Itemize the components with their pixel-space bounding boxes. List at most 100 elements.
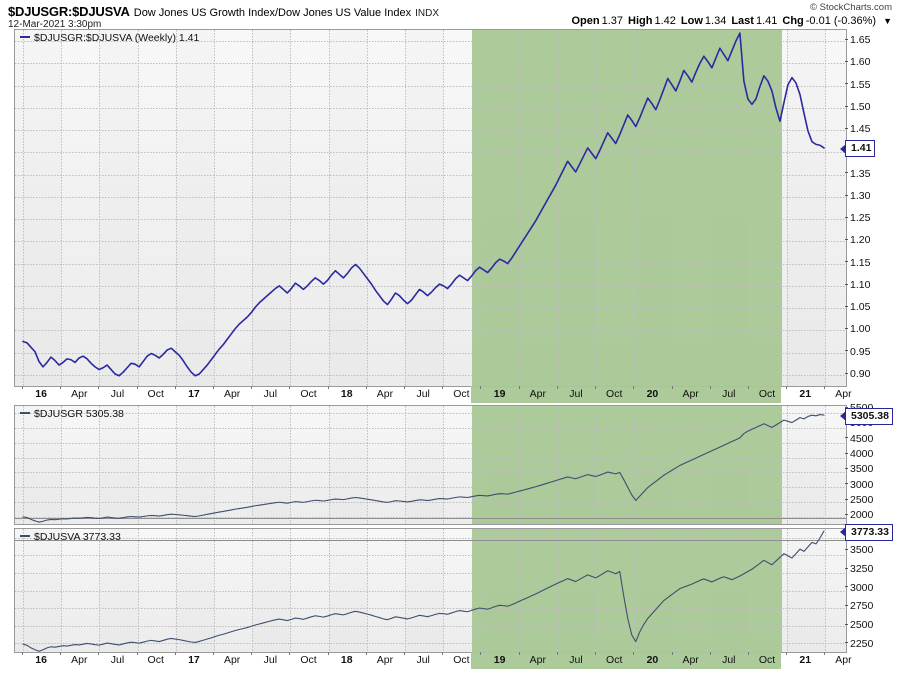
horizontal-gridline [15,130,846,131]
gridlines [15,529,846,652]
y-axis-tick: 1.05 [845,301,870,313]
vertical-gridline [825,406,827,524]
reference-line [15,518,846,519]
vertical-gridline [557,406,559,524]
x-axis-tickmark [747,386,749,389]
horizontal-gridline [15,41,846,42]
x-axis-tickmark [480,386,482,389]
open-value: 1.37 [601,15,624,27]
vertical-gridline [481,406,483,524]
x-axis-tickmark [709,652,711,655]
change-label: Chg [782,15,804,27]
y-axis-tick: 0.90 [845,368,870,380]
price-marker-badge: 3773.33 [840,523,893,541]
vertical-gridline [23,529,24,652]
vertical-gridline [672,30,674,386]
y-axis-tick: 1.60 [845,56,870,68]
down-triangle-icon: ▼ [883,16,892,26]
x-axis-label: Jul [110,654,125,666]
x-axis-label: Apr [71,654,88,666]
x-axis-label: Apr [529,654,546,666]
open-label: Open [571,15,600,27]
price-marker-badge: 5305.38 [840,407,893,425]
y-axis-tick: 2500 [845,619,873,631]
horizontal-gridline [15,626,846,627]
vertical-gridline [825,529,827,652]
x-axis-tickmark [327,652,329,655]
y-axis-tick: 1.20 [845,234,870,246]
vertical-gridline [290,30,292,386]
x-axis-label: Jul [722,388,736,400]
vertical-gridline [328,30,330,386]
vertical-gridline [290,406,292,524]
growth-line-series [15,406,846,524]
horizontal-gridline [15,517,846,518]
timestamp: 12-Mar-2021 3:30pm [8,19,102,30]
y-axis-tick: 1.55 [845,79,870,91]
horizontal-gridline [15,63,846,64]
vertical-gridline [99,30,101,386]
vertical-gridline [405,529,407,652]
value-chart-panel[interactable]: $DJUSVA 3773.33 [14,528,847,653]
x-axis-label: Jul [416,654,430,666]
ratio-plot-area [15,30,846,386]
x-axis-tickmark [404,652,406,655]
vertical-gridline [405,30,407,386]
horizontal-gridline [15,573,846,574]
vertical-gridline [252,30,254,386]
vertical-gridline [99,406,101,524]
x-axis-tickmark [213,652,215,655]
x-axis-tickmark [824,652,826,655]
gridlines [15,30,846,386]
vertical-gridline [519,30,521,386]
highlight-region-axis [471,386,781,403]
x-axis-label: Apr [376,654,394,666]
y-axis-tick: 2500 [845,494,873,506]
ratio-panel-legend: $DJUSGR:$DJUSVA (Weekly) 1.41 [20,32,199,44]
y-axis-tick: 1.25 [845,212,870,224]
y-axis-tick: 2750 [845,600,873,612]
x-axis-label: Jul [416,388,430,400]
y-axis-tick: 3000 [845,582,873,594]
low-label: Low [680,15,703,27]
vertical-gridline [557,529,559,652]
vertical-gridline [61,30,63,386]
vertical-gridline [710,529,712,652]
horizontal-gridline [15,502,846,503]
vertical-gridline [137,30,139,386]
y-axis-tick: 4000 [845,448,873,460]
vertical-gridline [710,30,712,386]
highlight-region-axis [471,652,781,669]
x-axis-label: Oct [300,388,317,400]
vertical-gridline [328,529,330,652]
growth-panel-legend: $DJUSGR 5305.38 [20,408,124,420]
gridlines [15,406,846,524]
vertical-gridline [252,406,254,524]
x-axis-label: 19 [493,388,506,400]
vertical-gridline [366,406,368,524]
x-axis-tickmark [595,386,597,389]
x-axis-label: Oct [758,654,776,666]
vertical-gridline [137,529,139,652]
horizontal-gridline [15,428,846,429]
vertical-gridline [481,529,483,652]
vertical-gridline [634,529,636,652]
ratio-chart-panel[interactable]: $DJUSGR:$DJUSVA (Weekly) 1.41 [14,29,847,387]
vertical-gridline [825,30,827,386]
x-axis-label: Jul [569,654,583,666]
x-axis-label: Oct [147,388,164,400]
x-axis-label: 17 [188,388,200,400]
growth-chart-panel[interactable]: $DJUSGR 5305.38 [14,405,847,525]
vertical-gridline [175,529,177,652]
x-axis-label: Apr [529,388,546,400]
x-axis-tickmark [289,386,291,389]
horizontal-gridline [15,608,846,609]
vertical-gridline [328,406,330,524]
y-axis-tick: 2000 [845,509,873,521]
horizontal-gridline [15,375,846,376]
horizontal-gridline [15,487,846,488]
growth-y-axis: 200025003000350040004500500055005305.38 [840,402,900,525]
x-axis-tickmark [136,652,138,655]
x-axis-tickmark [442,386,444,389]
